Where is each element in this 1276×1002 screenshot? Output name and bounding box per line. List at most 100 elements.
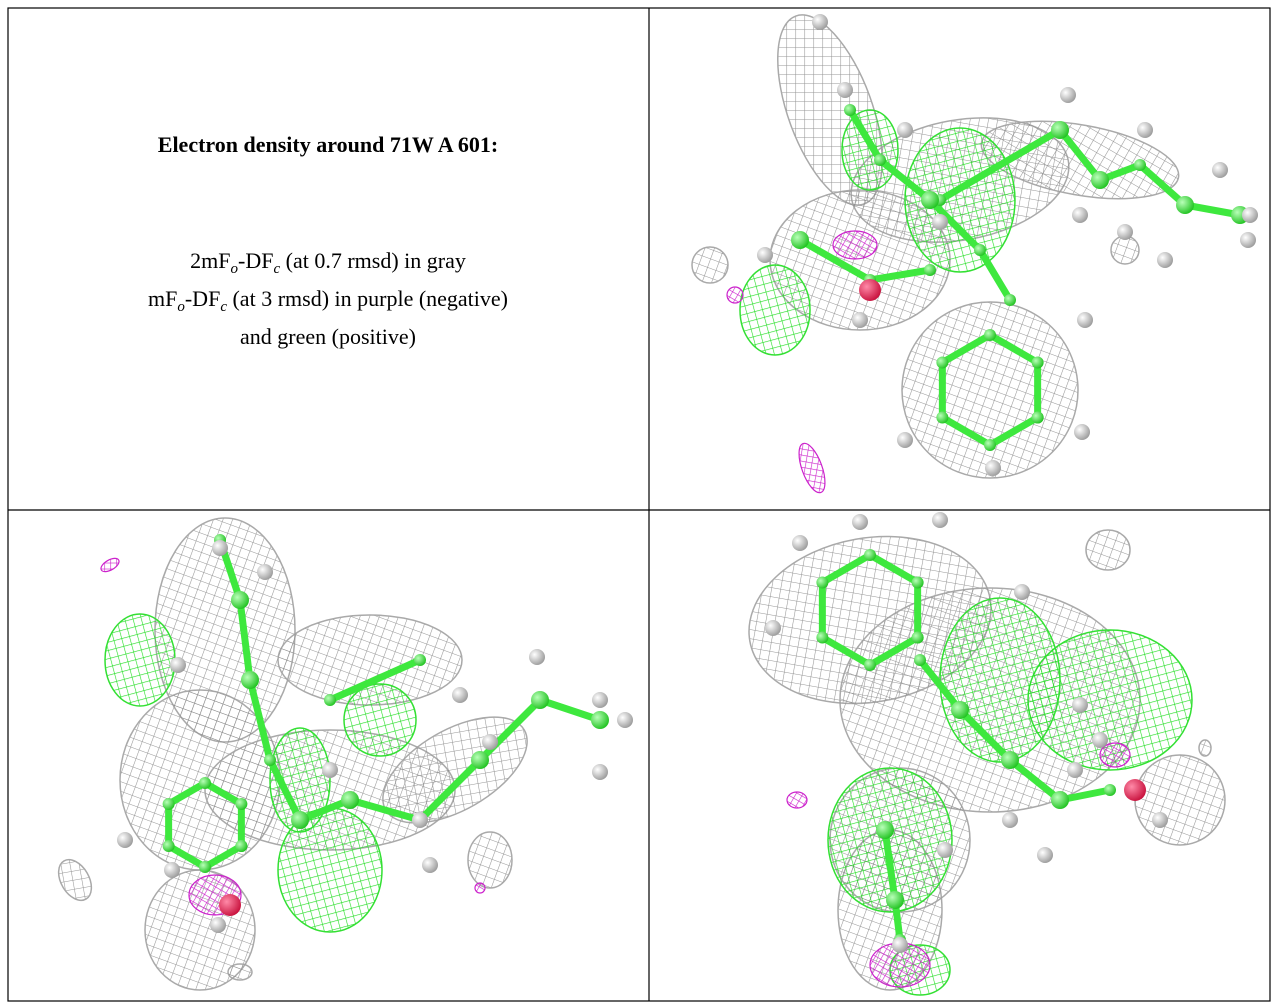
carbon-atom bbox=[886, 891, 904, 909]
carbon-atom bbox=[864, 659, 876, 671]
hydrogen-atom bbox=[1067, 762, 1083, 778]
text-run: mF bbox=[148, 286, 177, 311]
hydrogen-atom bbox=[1074, 424, 1090, 440]
hydrogen-atom bbox=[1002, 812, 1018, 828]
hydrogen-atom bbox=[170, 657, 186, 673]
hydrogen-atom bbox=[1092, 732, 1108, 748]
hydrogen-atom bbox=[1072, 697, 1088, 713]
carbon-atom bbox=[199, 861, 211, 873]
carbon-atom bbox=[951, 701, 969, 719]
hydrogen-atom bbox=[757, 247, 773, 263]
text-run: -DF bbox=[238, 248, 273, 273]
text-run: -DF bbox=[185, 286, 220, 311]
carbon-atom bbox=[844, 104, 856, 116]
hydrogen-atom bbox=[1037, 847, 1053, 863]
hydrogen-atom bbox=[422, 857, 438, 873]
carbon-atom bbox=[921, 191, 939, 209]
carbon-atom bbox=[1176, 196, 1194, 214]
carbon-atom bbox=[1051, 121, 1069, 139]
gray-mesh bbox=[691, 246, 729, 284]
carbon-atom bbox=[341, 791, 359, 809]
green-mesh bbox=[104, 613, 176, 707]
hydrogen-atom bbox=[322, 762, 338, 778]
carbon-atom bbox=[876, 821, 894, 839]
purple-mesh bbox=[100, 557, 120, 573]
carbon-atom bbox=[1134, 159, 1146, 171]
hydrogen-atom bbox=[1072, 207, 1088, 223]
figure-title: Electron density around 71W A 601: bbox=[158, 132, 498, 157]
oxygen-atom bbox=[859, 279, 881, 301]
carbon-atom bbox=[1104, 784, 1116, 796]
density-image bbox=[57, 517, 633, 991]
carbon-atom bbox=[414, 654, 426, 666]
carbon-atom bbox=[162, 798, 175, 810]
hydrogen-atom bbox=[1157, 252, 1173, 268]
oxygen-atom bbox=[1124, 779, 1146, 801]
density-images bbox=[57, 14, 1258, 996]
green-mesh bbox=[827, 767, 953, 913]
hydrogen-atom bbox=[482, 734, 498, 750]
bond bbox=[936, 126, 1244, 219]
legend-line: and green (positive) bbox=[240, 324, 416, 349]
hydrogen-atom bbox=[765, 620, 781, 636]
carbon-atom bbox=[231, 591, 249, 609]
hydrogen-atom bbox=[985, 460, 1001, 476]
hydrogen-atom bbox=[812, 14, 828, 30]
carbon-atom bbox=[235, 798, 248, 810]
carbon-atom bbox=[1051, 791, 1069, 809]
hydrogen-atom bbox=[932, 214, 948, 230]
hydrogen-atom bbox=[1060, 87, 1076, 103]
gray-mesh bbox=[1198, 739, 1212, 757]
hydrogen-atom bbox=[852, 514, 868, 530]
carbon-atom bbox=[291, 811, 309, 829]
subscript: o bbox=[177, 299, 185, 315]
hydrogen-atom bbox=[1242, 207, 1258, 223]
hydrogen-atom bbox=[117, 832, 133, 848]
subscript: c bbox=[220, 299, 227, 315]
green-mesh bbox=[939, 597, 1061, 763]
green-mesh bbox=[739, 264, 811, 356]
table-borders bbox=[7, 7, 1271, 1002]
carbon-atom bbox=[324, 694, 336, 706]
hydrogen-atom bbox=[452, 687, 468, 703]
legend-line: mFo-DFc (at 3 rmsd) in purple (negative) bbox=[148, 286, 508, 315]
carbon-atom bbox=[911, 576, 924, 589]
subscript: c bbox=[273, 261, 280, 277]
hydrogen-atom bbox=[837, 82, 853, 98]
carbon-atom bbox=[914, 654, 926, 666]
hydrogen-atom bbox=[1212, 162, 1228, 178]
hydrogen-atom bbox=[792, 535, 808, 551]
hydrogen-atom bbox=[937, 842, 953, 858]
legend-line: 2mFo-DFc (at 0.7 rmsd) in gray bbox=[190, 248, 466, 277]
hydrogen-atom bbox=[1117, 224, 1133, 240]
text-run: (at 0.7 rmsd) in gray bbox=[280, 248, 466, 273]
density-image bbox=[748, 512, 1226, 996]
carbon-atom bbox=[162, 840, 175, 852]
text-run: and green (positive) bbox=[240, 324, 416, 349]
carbon-atom bbox=[791, 231, 809, 249]
carbon-atom bbox=[1031, 356, 1044, 369]
hydrogen-atom bbox=[592, 692, 608, 708]
carbon-atom bbox=[1001, 751, 1019, 769]
hydrogen-atom bbox=[1137, 122, 1153, 138]
hydrogen-atom bbox=[897, 432, 913, 448]
carbon-atom bbox=[974, 244, 986, 256]
carbon-atom bbox=[1004, 294, 1016, 306]
carbon-atom bbox=[874, 154, 886, 166]
carbon-atom bbox=[241, 671, 259, 689]
gray-mesh bbox=[467, 831, 513, 889]
hydrogen-atom bbox=[1240, 232, 1256, 248]
gray-mesh bbox=[227, 963, 253, 981]
green-mesh bbox=[343, 683, 417, 757]
gray-mesh bbox=[1110, 235, 1140, 265]
density-image bbox=[691, 14, 1258, 494]
purple-mesh bbox=[832, 230, 878, 260]
green-mesh bbox=[269, 727, 331, 833]
carbon-atom bbox=[471, 751, 489, 769]
gray-mesh bbox=[1085, 529, 1131, 571]
purple-mesh bbox=[726, 286, 744, 304]
carbon-atom bbox=[864, 549, 876, 561]
carbon-atom bbox=[1031, 411, 1044, 424]
hydrogen-atom bbox=[897, 122, 913, 138]
gray-mesh bbox=[1134, 754, 1226, 846]
